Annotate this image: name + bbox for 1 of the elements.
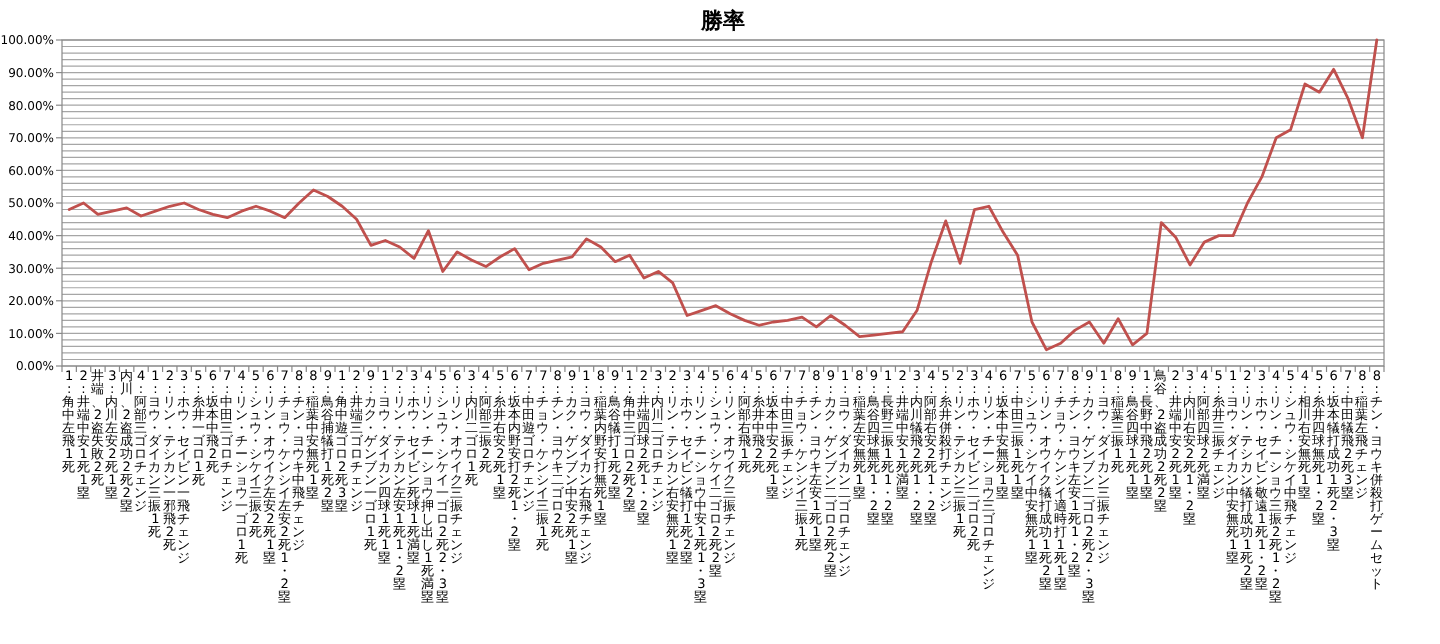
chart-title: 勝率 <box>699 8 745 34</box>
